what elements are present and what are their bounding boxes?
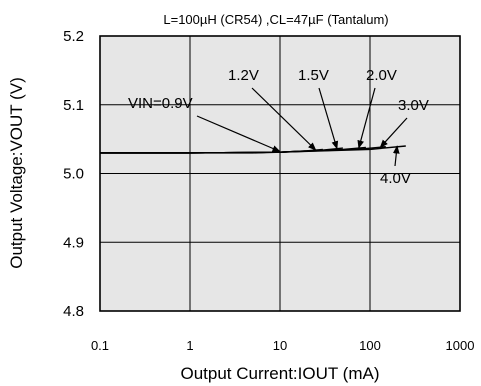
x-tick-label: 10 [273, 338, 287, 353]
axis-ticks: 0.1 1 10 100 1000 5.2 5.1 5.0 4.9 4.8 [63, 28, 474, 353]
annotation-arrow [392, 145, 400, 167]
x-tick-label: 1000 [446, 338, 475, 353]
annotation-labels: VIN=0.9V 1.2V 1.5V 2.0V3.0V 4.0V [128, 67, 429, 187]
annotation-label: 4.0V [380, 170, 411, 187]
condition-note: L=100µH (CR54) ,CL=47µF (Tantalum) [163, 12, 388, 27]
y-tick-label: 4.9 [63, 234, 84, 251]
x-tick-label: 1 [186, 338, 193, 353]
annotation-label: 2.0V [366, 67, 397, 84]
annotation-arrow [357, 87, 376, 149]
grid [100, 36, 460, 311]
y-tick-label: 5.1 [63, 97, 84, 114]
y-axis-label: Output Voltage:VOUT (V) [7, 77, 26, 269]
y-tick-label: 4.8 [63, 303, 84, 320]
x-axis-label: Output Current:IOUT (mA) [180, 364, 379, 383]
annotation-arrow [196, 115, 281, 153]
x-tick-label: 0.1 [91, 338, 109, 353]
series-line-4-0v [100, 145, 406, 154]
annotation-label: 1.5V [298, 67, 329, 84]
x-tick-label: 100 [359, 338, 381, 353]
y-tick-label: 5.0 [63, 166, 84, 183]
annotation-arrow [318, 87, 339, 150]
series-lines [100, 145, 406, 154]
annotation-arrow [379, 117, 408, 148]
annotation-label: VIN=0.9V [128, 95, 193, 112]
annotation-label: 3.0V [398, 97, 429, 114]
annotation-label: 1.2V [228, 67, 259, 84]
annotation-arrow [251, 87, 317, 151]
y-tick-label: 5.2 [63, 28, 84, 45]
annotation-arrows [196, 87, 408, 167]
